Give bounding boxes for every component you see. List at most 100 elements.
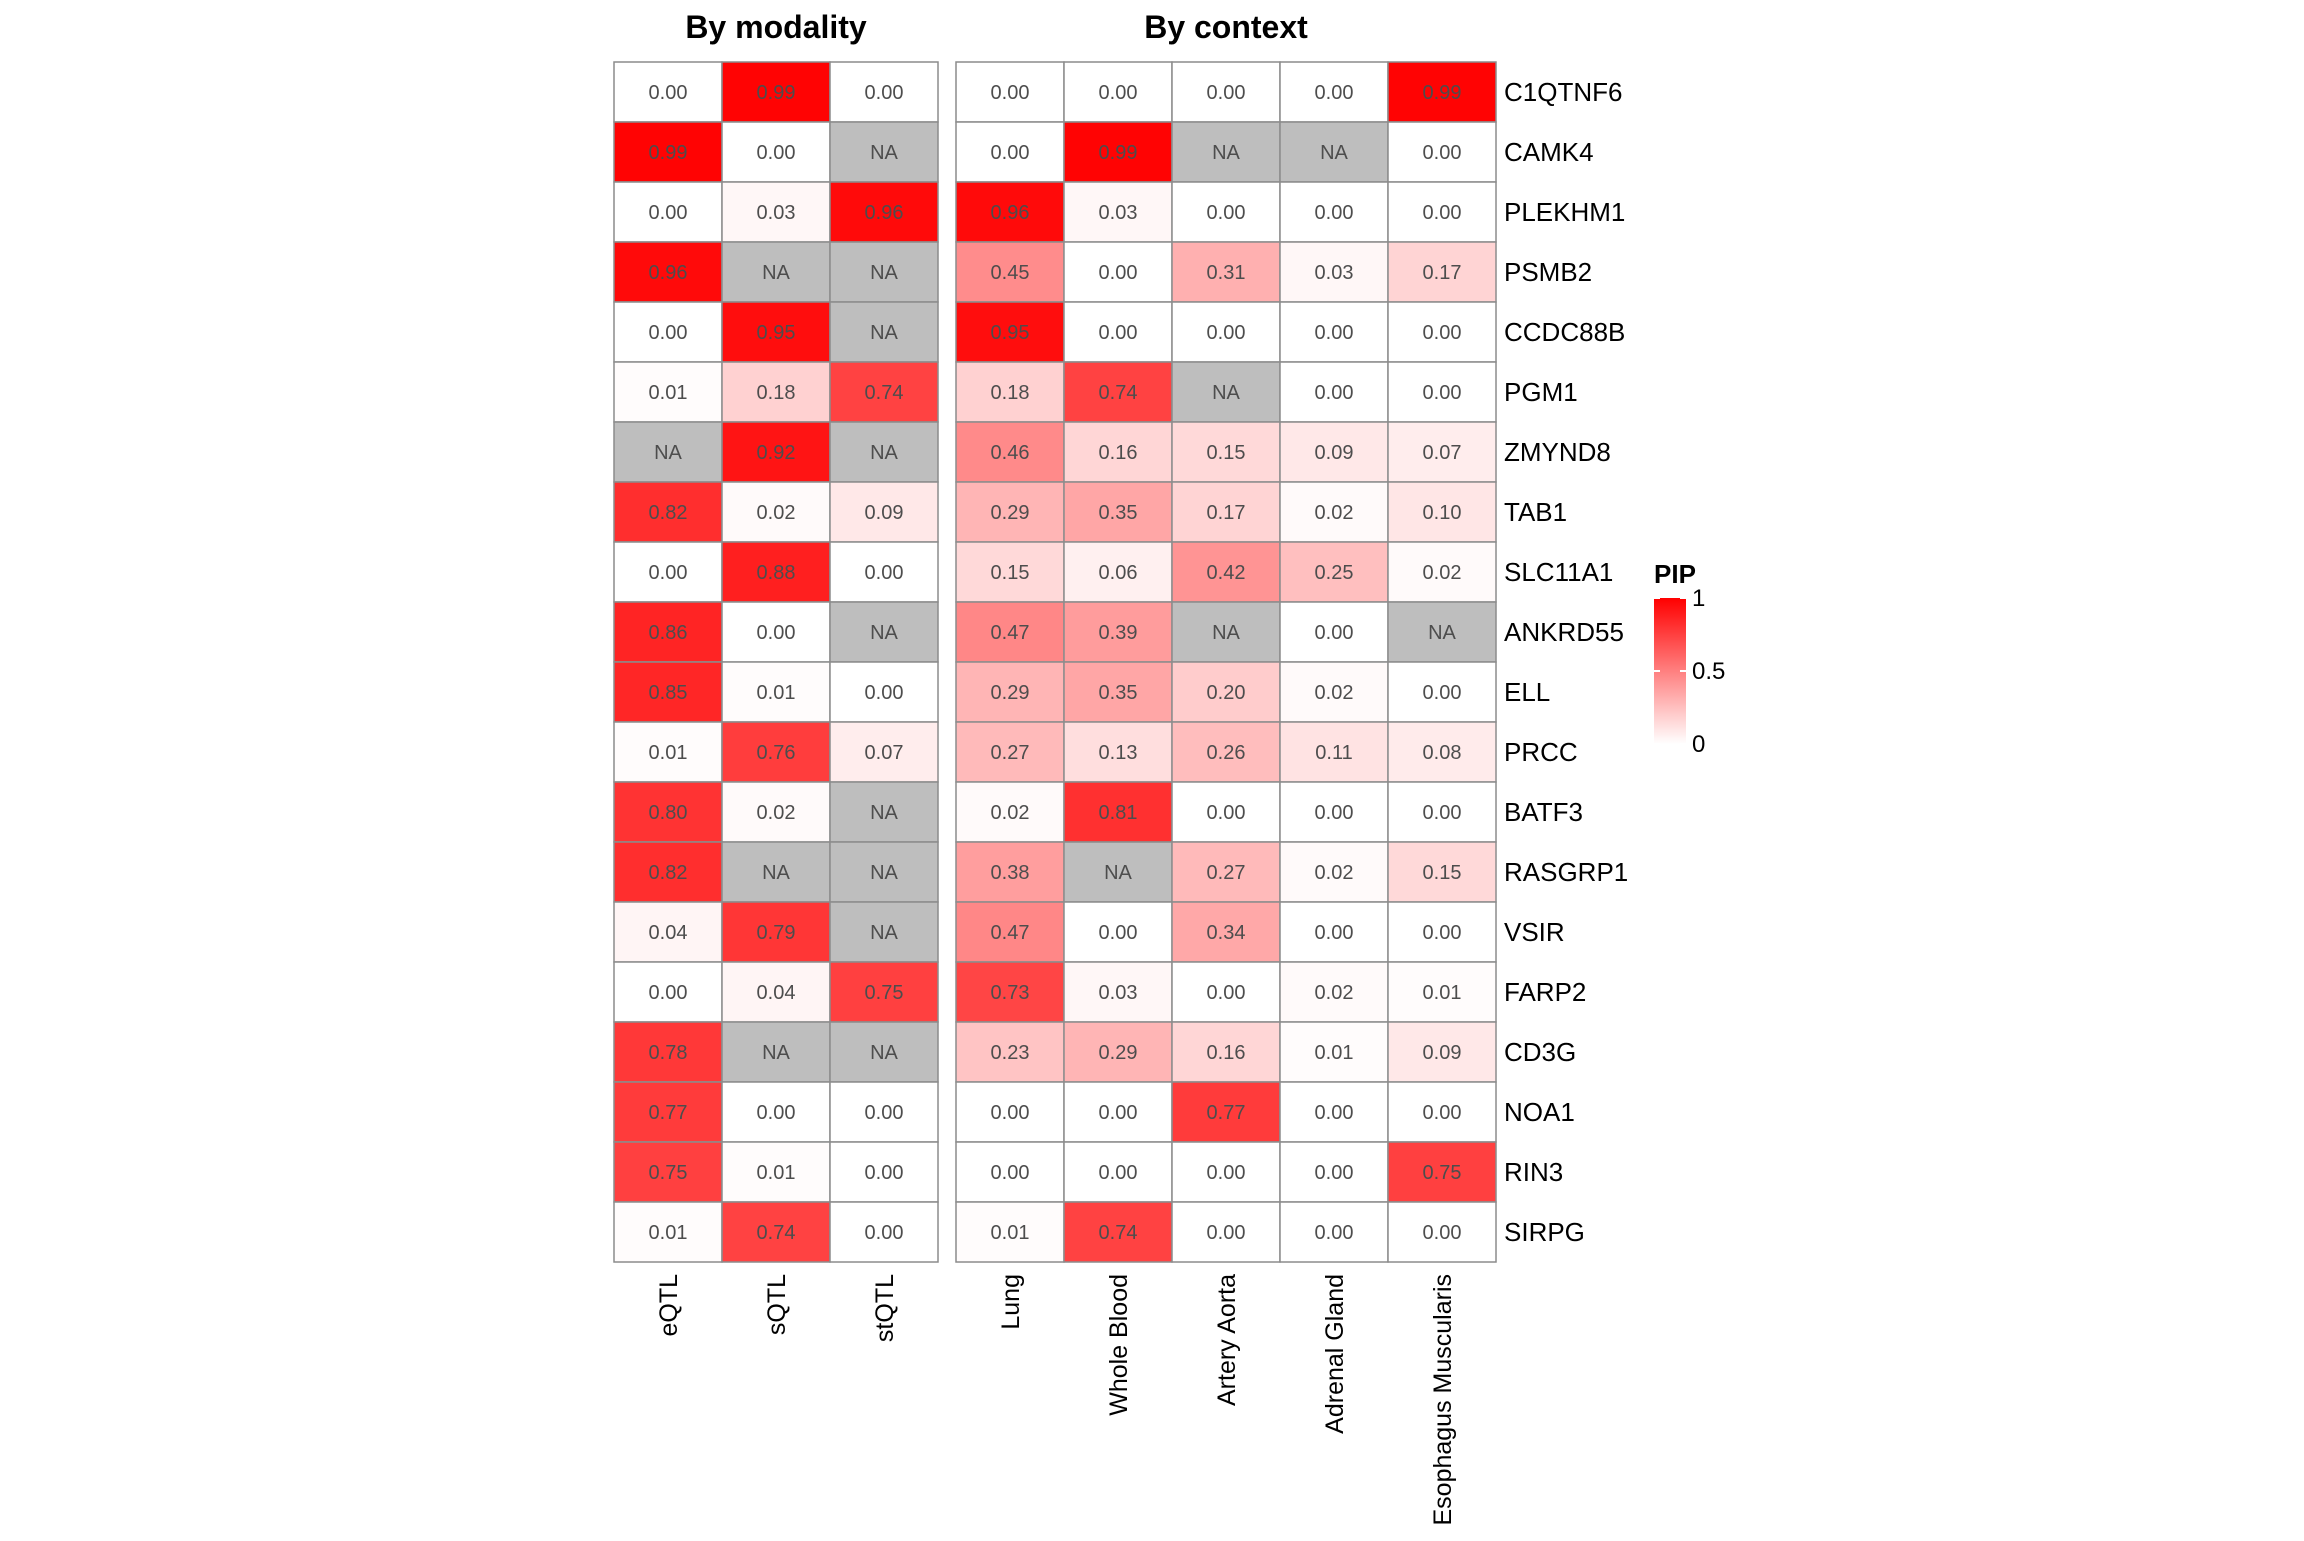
cell-value-label: 0.00 xyxy=(1423,202,1462,224)
cell-value-label: 0.16 xyxy=(1207,1042,1246,1064)
heatmap-cell xyxy=(1063,1081,1173,1143)
cell-value-label: 0.27 xyxy=(1207,862,1246,884)
heatmap-cell xyxy=(1063,481,1173,543)
cell-value-label: 0.11 xyxy=(1315,742,1352,764)
cell-value-label: 0.00 xyxy=(1099,322,1138,344)
heatmap-cell xyxy=(1063,781,1173,843)
cell-value-label: 0.00 xyxy=(1207,1222,1246,1244)
heatmap-cell xyxy=(1279,361,1389,423)
heatmap-cell xyxy=(1063,241,1173,303)
heatmap-cell xyxy=(955,901,1065,963)
heatmap-cell xyxy=(721,601,831,663)
cell-value-label: 0.03 xyxy=(757,202,796,224)
heatmap-cell xyxy=(1063,181,1173,243)
legend-tick-label: 0 xyxy=(1692,731,1705,758)
heatmap-cell xyxy=(721,181,831,243)
cell-value-label: 0.79 xyxy=(757,922,796,944)
cell-value-label: 0.01 xyxy=(757,1162,796,1184)
cell-value-label: 0.02 xyxy=(1315,502,1354,524)
cell-value-label: 0.74 xyxy=(757,1222,796,1244)
cell-value-label: 0.01 xyxy=(649,742,688,764)
panel-title: By modality xyxy=(685,9,867,45)
heatmap-cell xyxy=(829,481,939,543)
cell-value-label: NA xyxy=(870,802,898,824)
heatmap-cell xyxy=(955,1081,1065,1143)
heatmap-cell xyxy=(613,61,723,123)
cell-value-label: 0.96 xyxy=(649,262,688,284)
heatmap-cell xyxy=(1279,721,1389,783)
heatmap-cell xyxy=(1279,61,1389,123)
cell-value-label: 0.38 xyxy=(991,862,1030,884)
heatmap-cell xyxy=(1171,841,1281,903)
heatmap-cell xyxy=(1063,121,1173,183)
cell-value-label: 0.95 xyxy=(991,322,1030,344)
cell-value-label: 0.00 xyxy=(1315,1162,1354,1184)
heatmap-cell xyxy=(1279,181,1389,243)
heatmap-cell xyxy=(613,541,723,603)
heatmap-cell xyxy=(1387,361,1497,423)
heatmap-cell xyxy=(955,301,1065,363)
heatmap-cell xyxy=(829,841,939,903)
row-tick-label: ANKRD55 xyxy=(1504,617,1624,647)
heatmap-cell xyxy=(1063,841,1173,903)
cell-value-label: 0.00 xyxy=(1207,1162,1246,1184)
row-tick-label: ZMYND8 xyxy=(1504,437,1611,467)
column-tick-label: Lung xyxy=(997,1274,1025,1330)
cell-value-label: 0.01 xyxy=(757,682,796,704)
column-tick-label: Adrenal Gland xyxy=(1321,1274,1349,1434)
heatmap-cell xyxy=(829,241,939,303)
heatmap-cell xyxy=(1063,661,1173,723)
heatmap-cell xyxy=(829,541,939,603)
cell-value-label: 0.16 xyxy=(1099,442,1138,464)
heatmap-cell xyxy=(1063,1201,1173,1263)
heatmap-cell xyxy=(1387,781,1497,843)
heatmap-cell xyxy=(1063,901,1173,963)
column-tick-label: eQTL xyxy=(655,1274,683,1337)
cell-value-label: 0.81 xyxy=(1099,802,1138,824)
row-tick-label: PSMB2 xyxy=(1504,257,1592,287)
cell-value-label: NA xyxy=(870,922,898,944)
cell-value-label: 0.74 xyxy=(1099,382,1138,404)
cell-value-label: 0.80 xyxy=(649,802,688,824)
cell-value-label: 0.00 xyxy=(991,1102,1030,1124)
cell-value-label: 0.00 xyxy=(1207,202,1246,224)
cell-value-label: 0.29 xyxy=(991,682,1030,704)
cell-value-label: NA xyxy=(1104,862,1132,884)
cell-value-label: NA xyxy=(870,262,898,284)
cell-value-label: 0.07 xyxy=(865,742,904,764)
heatmap-cell xyxy=(829,1081,939,1143)
heatmap-cell xyxy=(1171,181,1281,243)
heatmap-cell xyxy=(1387,661,1497,723)
row-tick-label: BATF3 xyxy=(1504,797,1583,827)
cell-value-label: 0.00 xyxy=(757,142,796,164)
heatmap-cell xyxy=(1387,601,1497,663)
cell-value-label: 0.47 xyxy=(991,922,1030,944)
heatmap-cell xyxy=(721,421,831,483)
heatmap-cell xyxy=(1279,301,1389,363)
legend-title: PIP xyxy=(1654,559,1696,589)
heatmap-cell xyxy=(1171,781,1281,843)
cell-value-label: 0.88 xyxy=(757,562,796,584)
cell-value-label: 0.96 xyxy=(865,202,904,224)
heatmap-cell xyxy=(1063,601,1173,663)
cell-value-label: 0.08 xyxy=(1423,742,1462,764)
heatmap-cell xyxy=(1063,301,1173,363)
heatmap-cell xyxy=(829,61,939,123)
row-tick-label: PGM1 xyxy=(1504,377,1578,407)
cell-value-label: 0.99 xyxy=(1423,82,1462,104)
cell-value-label: 0.00 xyxy=(757,622,796,644)
cell-value-label: 0.92 xyxy=(757,442,796,464)
cell-value-label: 0.46 xyxy=(991,442,1030,464)
cell-value-label: 0.02 xyxy=(1315,682,1354,704)
cell-value-label: NA xyxy=(870,622,898,644)
cell-value-label: NA xyxy=(1212,142,1240,164)
cell-value-label: 0.73 xyxy=(991,982,1030,1004)
row-tick-label: RASGRP1 xyxy=(1504,857,1628,887)
cell-value-label: 0.00 xyxy=(1423,802,1462,824)
heatmap-cell xyxy=(721,61,831,123)
cell-value-label: 0.09 xyxy=(1315,442,1354,464)
row-tick-label: RIN3 xyxy=(1504,1157,1563,1187)
heatmap-cell xyxy=(721,961,831,1023)
cell-value-label: 0.02 xyxy=(1315,982,1354,1004)
cell-value-label: 0.78 xyxy=(649,1042,688,1064)
